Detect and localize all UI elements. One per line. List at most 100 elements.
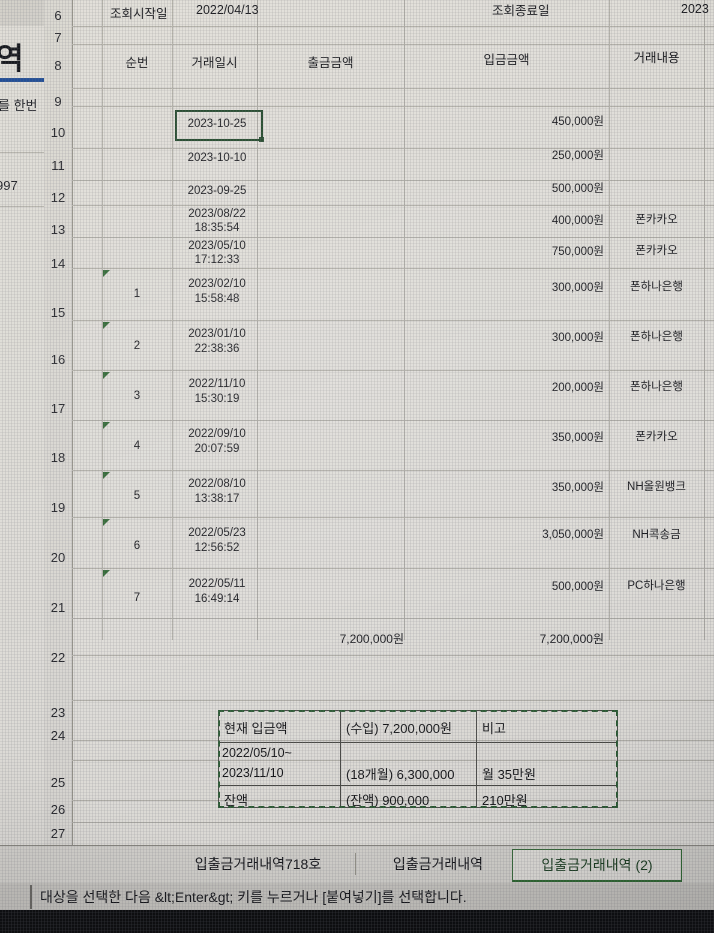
row-number[interactable]: 20 [50,550,66,565]
table-cell-memo[interactable]: 폰하나은행 [630,331,683,343]
selected-cell-outline[interactable] [175,110,264,142]
table-cell-deposit[interactable]: 750,000원 [551,246,604,258]
summary-label-balance: 잔액 [224,793,248,808]
table-cell-memo[interactable]: NH올원뱅크 [627,481,686,493]
sheet-tab-1[interactable]: 입출금거래내역718호 [194,856,322,872]
row-number[interactable]: 18 [50,450,66,465]
table-cell-date[interactable]: 2023-09-25 [187,185,247,197]
table-cell-date[interactable]: 2023/02/10 [188,278,246,290]
cell-error-marker-icon [103,270,110,277]
table-cell-date[interactable]: 2022/11/10 [188,378,246,390]
summary-table[interactable]: 현재 입금액 (수입) 7,200,000원 비고 2022/05/10~ 20… [218,710,618,808]
table-cell-deposit[interactable]: 350,000원 [551,482,604,494]
table-cell-deposit[interactable]: 250,000원 [551,150,604,162]
cell-error-marker-icon [103,472,110,479]
table-cell-date[interactable]: 2022/05/11 [188,578,246,590]
column-header-deposit[interactable]: 입금금액 [483,53,530,67]
column-header-memo[interactable]: 거래내용 [633,51,680,65]
table-cell-seq[interactable]: 6 [133,540,141,552]
table-cell-date[interactable]: 2023/05/10 [188,240,246,252]
table-cell-deposit[interactable]: 450,000원 [551,116,604,128]
table-cell-memo[interactable]: 폰하나은행 [630,381,683,393]
table-cell-memo[interactable]: 폰카카오 [635,245,678,257]
table-cell-seq[interactable]: 3 [133,390,141,402]
table-cell-time[interactable]: 12:56:52 [194,542,240,554]
row-number[interactable]: 14 [50,256,66,271]
row-number[interactable]: 12 [50,190,66,205]
column-header-withdraw[interactable]: 출금금액 [307,56,354,70]
table-cell-time[interactable]: 18:35:54 [194,222,240,234]
table-cell-time[interactable]: 15:58:48 [194,293,240,305]
table-cell-date[interactable]: 2023-10-10 [187,152,247,164]
summary-period-end: 2023/11/10 [222,766,284,780]
table-cell-date[interactable]: 2022/09/10 [188,428,246,440]
row-number[interactable]: 8 [54,58,62,73]
sheet-tab-3-active[interactable]: 입출금거래내역 (2) [512,849,682,882]
summary-marching-ants-border [218,710,618,808]
table-cell-memo[interactable]: 폰카카오 [635,431,678,443]
left-panel-text-2: 997 [0,178,18,193]
summary-note-monthly: 월 35만원 [482,767,536,782]
column-header-datetime[interactable]: 거래일시 [191,56,238,70]
table-cell-seq[interactable]: 4 [133,440,141,452]
table-cell-date[interactable]: 2023-10-25 [187,118,247,130]
row-number[interactable]: 22 [50,650,66,665]
table-cell-memo[interactable]: PC하나은행 [627,580,686,592]
row-number[interactable]: 15 [50,305,66,320]
row-number[interactable]: 10 [50,125,66,140]
screen-bezel [0,910,714,933]
table-cell-deposit[interactable]: 500,000원 [551,581,604,593]
table-cell-time[interactable]: 17:12:33 [194,254,240,266]
table-cell-time[interactable]: 20:07:59 [194,443,240,455]
query-start-value[interactable]: 2022/04/13 [196,3,259,17]
table-cell-date[interactable]: 2022/05/23 [188,527,246,539]
table-cell-deposit[interactable]: 500,000원 [551,183,604,195]
query-end-value[interactable]: 2023 [681,2,709,16]
row-number[interactable]: 16 [50,352,66,367]
table-cell-deposit[interactable]: 300,000원 [551,332,604,344]
row-number[interactable]: 19 [50,500,66,515]
row-number[interactable]: 27 [50,826,66,841]
table-cell-time[interactable]: 15:30:19 [194,393,240,405]
status-bar-message: 대상을 선택한 다음 &lt;Enter&gt; 키를 누르거나 [붙여넣기]를… [40,889,467,905]
table-cell-deposit[interactable]: 300,000원 [551,282,604,294]
row-number[interactable]: 11 [51,158,65,173]
table-cell-time[interactable]: 16:49:14 [194,593,240,605]
table-cell-time[interactable]: 22:38:36 [194,343,240,355]
table-cell-date[interactable]: 2023/01/10 [188,328,246,340]
row-number[interactable]: 13 [50,222,66,237]
row-number[interactable]: 23 [50,705,66,720]
row-number[interactable]: 9 [54,94,62,109]
row-number[interactable]: 7 [54,30,62,45]
row-number[interactable]: 6 [54,8,62,23]
table-cell-seq[interactable]: 2 [133,340,141,352]
row-number[interactable]: 17 [50,401,66,416]
sheet-tab-bar[interactable]: 입출금거래내역718호 입출금거래내역 입출금거래내역 (2) [0,845,714,883]
table-cell-memo[interactable]: NH콕송금 [632,529,681,541]
spreadsheet-grid[interactable]: 6 7 8 9 10 11 12 13 14 15 16 17 18 19 20… [44,0,714,845]
table-cell-date[interactable]: 2022/08/10 [188,478,246,490]
row-number[interactable]: 21 [50,600,66,615]
summary-value-income: (수입) 7,200,000원 [346,721,452,736]
table-cell-time[interactable]: 13:38:17 [194,493,240,505]
table-cell-deposit[interactable]: 350,000원 [551,432,604,444]
fill-handle[interactable] [259,137,264,142]
table-cell-deposit[interactable]: 3,050,000원 [542,529,604,541]
row-number[interactable]: 25 [50,775,66,790]
table-cell-memo[interactable]: 폰카카오 [635,214,678,226]
summary-label-current-deposit: 현재 입금액 [224,721,288,736]
sheet-tab-2[interactable]: 입출금거래내역 [392,856,484,872]
cell-error-marker-icon [103,322,110,329]
column-header-seq[interactable]: 순번 [125,56,149,70]
table-cell-deposit[interactable]: 400,000원 [551,215,604,227]
table-cell-seq[interactable]: 5 [133,490,141,502]
table-cell-memo[interactable]: 폰하나은행 [630,281,683,293]
table-cell-seq[interactable]: 1 [133,288,141,300]
table-cell-seq[interactable]: 7 [133,592,141,604]
table-cell-date[interactable]: 2023/08/22 [188,208,246,220]
table-cell-deposit[interactable]: 200,000원 [551,382,604,394]
row-number[interactable]: 26 [50,802,66,817]
cell-error-marker-icon [103,372,110,379]
row-number[interactable]: 24 [50,728,66,743]
